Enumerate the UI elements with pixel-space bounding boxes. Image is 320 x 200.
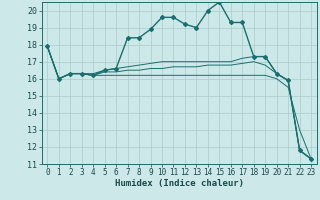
- X-axis label: Humidex (Indice chaleur): Humidex (Indice chaleur): [115, 179, 244, 188]
